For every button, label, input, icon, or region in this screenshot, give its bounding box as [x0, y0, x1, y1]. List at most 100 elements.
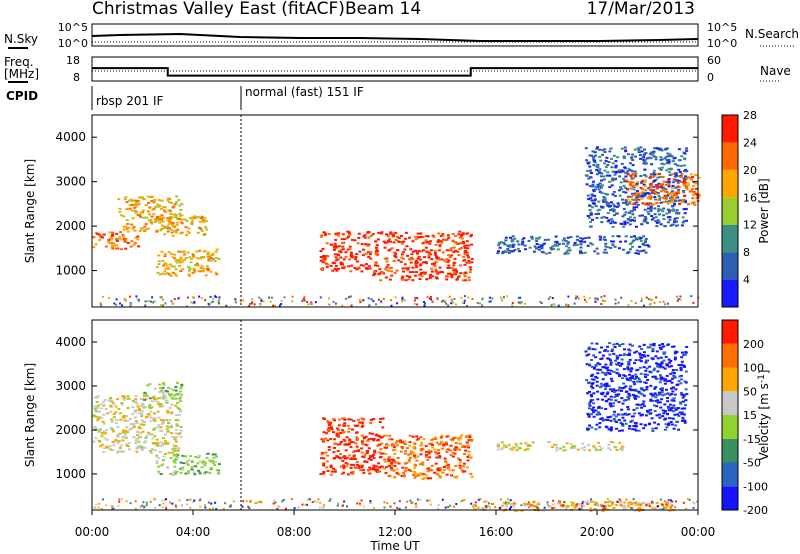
echo-cell: [572, 447, 576, 449]
echo-cell: [422, 271, 426, 274]
echo-cell: [388, 278, 392, 281]
echo-cell: [349, 441, 353, 444]
echo-cell: [630, 419, 634, 422]
ground-scatter-cell: [588, 297, 591, 300]
ground-scatter-cell: [161, 298, 164, 301]
echo-cell: [685, 346, 689, 348]
echo-cell: [589, 176, 593, 179]
echo-cell: [497, 250, 500, 253]
echo-cell: [364, 243, 368, 246]
echo-cell: [134, 199, 138, 202]
echo-cell: [623, 213, 627, 216]
echo-cell: [588, 449, 592, 452]
echo-cell: [680, 201, 684, 204]
echo-cell: [433, 249, 437, 252]
echo-cell: [697, 193, 701, 196]
echo-cell: [655, 350, 659, 353]
echo-cell: [630, 241, 634, 244]
echo-cell: [192, 270, 196, 273]
echo-cell: [349, 418, 353, 421]
echo-cell: [602, 366, 606, 369]
ground-scatter-cell: [214, 295, 216, 298]
echo-cell: [128, 204, 132, 207]
echo-cell: [615, 212, 619, 215]
ground-scatter-cell: [463, 302, 465, 304]
echo-cell: [158, 218, 162, 221]
echo-cell: [115, 240, 119, 242]
echo-cell: [393, 476, 397, 479]
echo-cell: [664, 155, 668, 158]
echo-cell: [175, 195, 179, 198]
echo-cell: [611, 235, 615, 238]
echo-cell: [105, 438, 109, 441]
echo-cell: [431, 234, 435, 237]
echo-cell: [184, 226, 188, 229]
echo-cell: [672, 178, 676, 181]
ground-scatter-cell: [510, 506, 513, 509]
echo-cell: [620, 423, 624, 426]
echo-cell: [682, 170, 686, 172]
echo-cell: [663, 403, 667, 406]
echo-cell: [680, 172, 684, 175]
echo-cell: [634, 172, 638, 175]
ground-scatter-cell: [693, 502, 696, 505]
echo-cell: [98, 410, 101, 413]
colorbar-swatch: [722, 320, 738, 344]
ground-scatter-cell: [306, 503, 309, 506]
echo-cell: [136, 430, 140, 433]
echo-cell: [155, 219, 159, 222]
nave-tick-bottom: 0: [707, 71, 714, 84]
echo-cell: [666, 155, 670, 158]
echo-cell: [168, 221, 172, 224]
echo-cell: [624, 422, 628, 425]
echo-cell: [446, 467, 450, 470]
echo-cell: [586, 162, 590, 165]
echo-cell: [685, 219, 688, 222]
echo-cell: [661, 415, 665, 418]
echo-cell: [361, 439, 365, 442]
echo-cell: [132, 243, 136, 246]
echo-cell: [501, 252, 505, 255]
ground-scatter-cell: [413, 302, 416, 305]
echo-cell: [668, 509, 672, 512]
echo-cell: [574, 504, 578, 507]
echo-cell: [530, 237, 534, 240]
echo-cell: [671, 204, 674, 207]
echo-cell: [411, 271, 415, 273]
echo-cell: [680, 351, 684, 354]
echo-cell: [462, 272, 466, 275]
echo-cell: [168, 201, 172, 204]
ground-scatter-cell: [189, 506, 192, 509]
echo-cell: [637, 404, 641, 407]
echo-cell: [202, 267, 206, 270]
echo-cell: [424, 261, 428, 263]
echo-cell: [679, 369, 683, 372]
echo-cell: [408, 434, 412, 437]
echo-cell: [323, 259, 327, 262]
echo-cell: [411, 435, 415, 438]
echo-cell: [584, 147, 588, 150]
echo-cell: [433, 252, 437, 254]
echo-cell: [598, 235, 602, 238]
echo-cell: [507, 251, 511, 254]
echo-cell: [643, 160, 647, 163]
echo-cell: [510, 448, 514, 451]
echo-cell: [469, 456, 473, 459]
echo-cell: [186, 462, 190, 465]
echo-cell: [416, 455, 420, 458]
echo-cell: [666, 503, 670, 505]
echo-cell: [325, 432, 329, 435]
echo-cell: [633, 202, 637, 205]
echo-cell: [461, 470, 465, 473]
echo-cell: [633, 362, 637, 365]
echo-cell: [537, 503, 541, 506]
echo-cell: [631, 181, 635, 184]
cpid-mode-2: normal (fast) 151 IF: [245, 85, 364, 99]
echo-cell: [108, 444, 112, 447]
echo-cell: [595, 342, 599, 345]
echo-cell: [663, 418, 667, 421]
echo-cell: [616, 156, 620, 159]
echo-cell: [349, 457, 353, 460]
echo-cell: [521, 241, 525, 243]
